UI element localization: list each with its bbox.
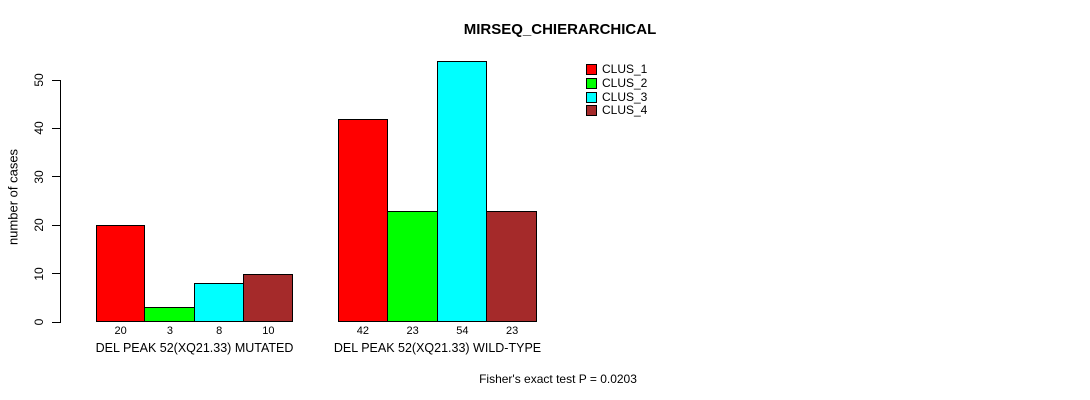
y-tick-mark bbox=[52, 273, 60, 275]
legend-label: CLUS_2 bbox=[602, 76, 648, 91]
bar-clus_2-group2 bbox=[386, 210, 438, 322]
y-tick-label: 40 bbox=[32, 121, 46, 136]
y-tick-mark bbox=[52, 79, 60, 81]
legend-item-clus_4: CLUS_4 bbox=[586, 104, 647, 118]
y-tick-label: 30 bbox=[32, 170, 46, 184]
y-tick-label: 50 bbox=[32, 73, 46, 87]
y-axis-line bbox=[60, 79, 61, 323]
bar-clus_4-group2 bbox=[486, 210, 537, 322]
bar-clus_3-group1 bbox=[193, 283, 244, 322]
legend-label: CLUS_1 bbox=[602, 62, 648, 77]
group-label: DEL PEAK 52(XQ21.33) MUTATED bbox=[95, 341, 294, 355]
legend-item-clus_1: CLUS_1 bbox=[586, 63, 647, 77]
legend-swatch bbox=[586, 78, 597, 90]
y-tick-label: 0 bbox=[32, 318, 46, 326]
bar-value-label: 20 bbox=[114, 325, 127, 337]
legend-item-clus_2: CLUS_2 bbox=[586, 77, 647, 91]
legend-label: CLUS_4 bbox=[602, 103, 648, 118]
footnote: Fisher's exact test P = 0.0203 bbox=[479, 372, 637, 386]
y-tick-label: 20 bbox=[32, 218, 46, 232]
bar-clus_1-group1 bbox=[96, 225, 146, 322]
y-axis-label: number of cases bbox=[5, 148, 21, 246]
y-tick-label: 10 bbox=[32, 266, 46, 281]
group-label: DEL PEAK 52(XQ21.33) WILD-TYPE bbox=[333, 341, 542, 355]
bar-value-label: 10 bbox=[262, 325, 275, 337]
legend-swatch bbox=[586, 64, 597, 76]
bar-value-label: 8 bbox=[216, 325, 223, 337]
bar-clus_2-group1 bbox=[144, 307, 195, 322]
bar-clus_3-group2 bbox=[436, 60, 488, 322]
legend-swatch bbox=[586, 91, 597, 103]
bar-value-label: 54 bbox=[456, 325, 469, 337]
y-tick-mark bbox=[52, 224, 60, 226]
y-tick-mark bbox=[52, 127, 60, 129]
chart-title: MIRSEQ_CHIERARCHICAL bbox=[463, 21, 657, 38]
legend-swatch bbox=[586, 105, 597, 117]
bar-value-label: 23 bbox=[506, 325, 519, 337]
y-tick-mark bbox=[52, 176, 60, 178]
y-tick-mark bbox=[52, 321, 60, 323]
bar-clus_4-group1 bbox=[242, 273, 293, 322]
legend-item-clus_3: CLUS_3 bbox=[586, 90, 647, 104]
legend-label: CLUS_3 bbox=[602, 89, 648, 104]
bar-value-label: 3 bbox=[166, 325, 173, 337]
bar-value-label: 23 bbox=[406, 325, 419, 337]
bar-clus_1-group2 bbox=[338, 118, 388, 322]
legend: CLUS_1 CLUS_2 CLUS_3 CLUS_4 bbox=[586, 63, 647, 118]
bar-value-label: 42 bbox=[356, 325, 369, 337]
